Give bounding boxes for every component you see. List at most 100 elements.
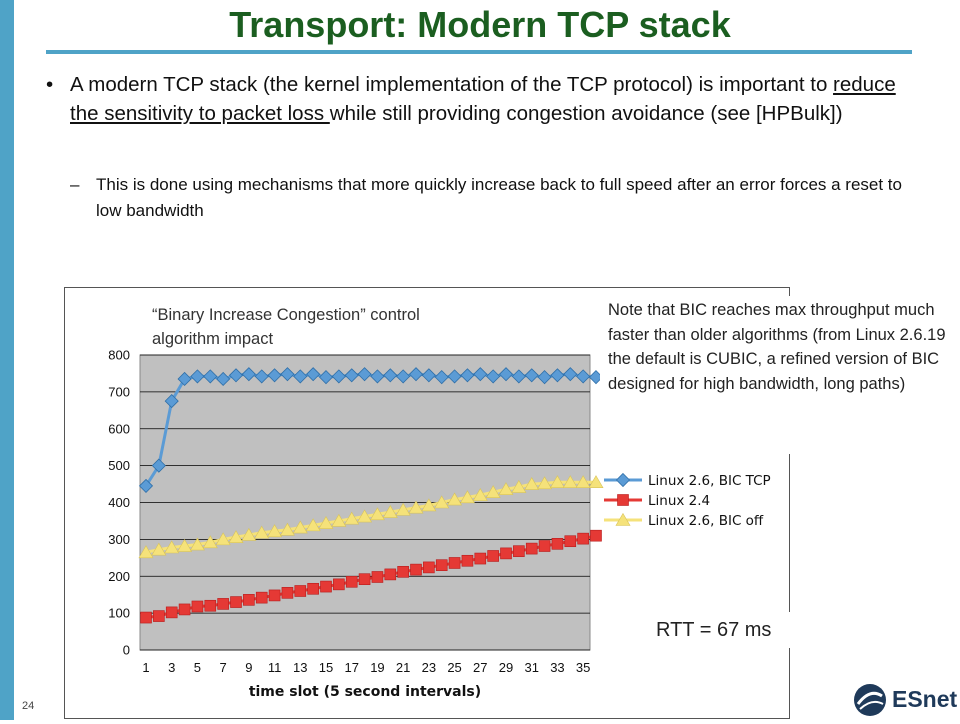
data-point <box>447 492 463 506</box>
data-point <box>267 524 283 538</box>
data-point <box>254 369 269 384</box>
data-point <box>151 542 167 556</box>
data-point <box>267 368 282 383</box>
data-point <box>191 600 204 613</box>
x-tick-label: 3 <box>168 660 175 675</box>
data-point <box>307 582 319 595</box>
data-point <box>563 367 578 382</box>
legend-marker <box>617 494 629 506</box>
data-point <box>243 594 255 606</box>
x-tick-label: 1 <box>142 660 149 675</box>
x-tick-label: 5 <box>194 660 201 675</box>
data-point <box>228 530 244 543</box>
data-point <box>331 513 347 527</box>
data-point <box>551 538 564 550</box>
data-point <box>320 580 332 593</box>
data-point <box>189 537 205 551</box>
data-point <box>268 589 281 602</box>
bullet-text-pre: A modern TCP stack (the kernel implement… <box>70 73 834 96</box>
x-tick-label: 27 <box>473 660 487 675</box>
y-tick-label: 600 <box>108 421 130 436</box>
x-tick-label: 15 <box>319 660 333 675</box>
chart-note: Note that BIC reaches max throughput muc… <box>600 296 960 454</box>
data-point <box>397 566 409 578</box>
data-point <box>331 369 346 384</box>
data-point <box>525 542 538 555</box>
data-point <box>371 571 384 583</box>
data-point <box>344 368 359 383</box>
data-point <box>447 369 462 384</box>
chart-title-line1: “Binary Increase Congestion” control <box>152 306 420 324</box>
x-tick-label: 23 <box>422 660 436 675</box>
data-point <box>474 552 487 565</box>
data-point <box>575 475 591 489</box>
data-point <box>370 369 385 384</box>
title-underline <box>46 50 912 54</box>
data-point <box>549 475 565 489</box>
data-point <box>306 367 321 382</box>
bullet-text: A modern TCP stack (the kernel implement… <box>70 70 926 128</box>
data-point <box>588 475 604 489</box>
esnet-logo: ESnet <box>852 682 957 718</box>
data-point <box>550 368 565 383</box>
data-point <box>165 606 178 619</box>
rtt-label: RTT = 67 ms <box>630 612 800 648</box>
data-point <box>333 578 345 591</box>
data-point <box>305 518 321 532</box>
data-point <box>395 502 411 516</box>
data-point <box>435 559 448 571</box>
y-tick-label: 200 <box>108 569 130 584</box>
data-point <box>255 591 268 604</box>
bullet-marker: • <box>46 73 54 96</box>
data-point <box>153 610 165 622</box>
data-point <box>486 369 501 384</box>
bullet-text-underlined: reduce the sensitivity to packet loss <box>70 73 896 125</box>
y-tick-label: 0 <box>123 643 130 658</box>
data-point <box>384 568 397 581</box>
data-point <box>459 490 475 504</box>
globe-icon <box>854 684 886 716</box>
data-point <box>358 573 371 586</box>
data-point <box>410 563 422 576</box>
x-tick-label: 9 <box>245 660 252 675</box>
data-point <box>164 540 180 554</box>
data-point <box>241 527 257 541</box>
x-tick-label: 31 <box>524 660 538 675</box>
data-point <box>511 479 527 493</box>
data-point <box>576 369 591 384</box>
data-point <box>524 368 539 383</box>
y-tick-label: 800 <box>108 348 130 363</box>
sub-bullet-marker: – <box>70 175 80 194</box>
data-point <box>562 475 578 489</box>
data-point <box>382 504 398 518</box>
slide-title: Transport: Modern TCP stack <box>229 4 731 45</box>
sub-bullet: – This is done using mechanisms that mor… <box>70 172 930 224</box>
data-point <box>473 367 488 382</box>
data-point <box>138 478 154 493</box>
data-point <box>151 458 166 473</box>
legend-marker <box>615 472 631 488</box>
y-tick-label: 400 <box>108 495 130 510</box>
data-point <box>202 535 218 549</box>
x-tick-label: 11 <box>268 660 282 675</box>
y-tick-label: 300 <box>108 532 130 547</box>
data-point <box>408 500 424 514</box>
y-tick-label: 100 <box>108 606 130 621</box>
data-point <box>279 522 295 536</box>
data-point <box>461 554 474 567</box>
legend-label: Linux 2.6, BIC TCP <box>648 473 771 489</box>
x-tick-label: 35 <box>576 660 590 675</box>
x-tick-label: 17 <box>344 660 358 675</box>
chart-title-line2: algorithm impact <box>152 330 273 348</box>
data-point <box>421 498 437 512</box>
data-point <box>590 529 602 542</box>
x-tick-label: 19 <box>370 660 384 675</box>
data-point <box>294 585 307 597</box>
data-point <box>537 476 553 490</box>
y-tick-label: 700 <box>108 384 130 399</box>
data-point <box>177 538 193 552</box>
y-tick-label: 500 <box>108 458 130 473</box>
data-point <box>280 367 295 382</box>
data-point <box>538 540 551 552</box>
data-point <box>228 368 244 383</box>
